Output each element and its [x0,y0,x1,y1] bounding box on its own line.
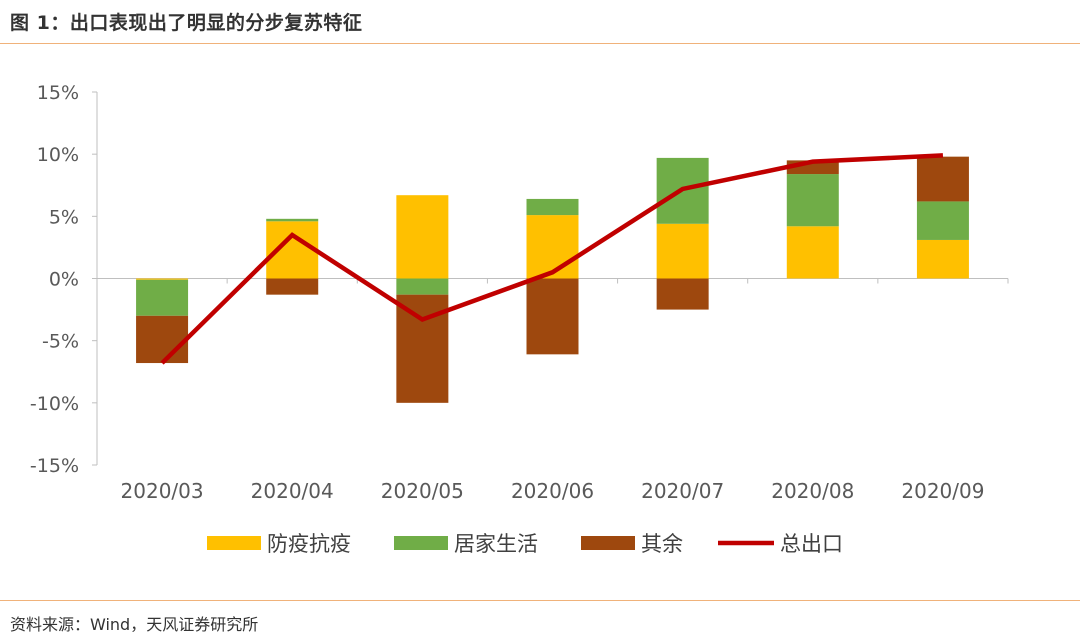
bar-segment [136,278,189,280]
x-tick-label: 2020/06 [511,479,594,503]
legend-label: 居家生活 [454,532,538,556]
x-tick-label: 2020/09 [901,479,984,503]
x-axis: 2020/03 2020/04 2020/05 2020/06 2020/07 2020/… [96,278,1009,503]
y-tick-label: 15% [37,82,79,104]
x-tick-label: 2020/03 [121,479,204,503]
bar-segment [656,223,709,279]
bar-segment [916,239,969,279]
bar-segment [916,201,969,240]
y-axis: 15% 10% 5% 0% -5% -10% -15% [30,82,98,477]
bar-segment [396,278,449,295]
bar-segment [526,215,579,279]
y-tick-label: -5% [42,331,79,353]
legend-label: 防疫抗疫 [267,532,351,556]
bar-segment [916,156,969,202]
y-tick-label: -15% [30,455,79,477]
x-tick-label: 2020/05 [381,479,464,503]
bar-segment [526,278,579,355]
y-tick-label: -10% [30,393,79,415]
bar-segment [656,278,709,310]
legend-label: 其余 [641,532,683,556]
bar-segment [396,195,449,279]
y-tick-label: 5% [49,206,79,228]
y-tick-label: 10% [37,144,79,166]
bar-segment [266,218,319,222]
line-series [160,153,944,365]
legend-swatch [394,536,448,550]
bar-segment [136,279,189,316]
footer-divider [0,600,1080,601]
x-tick-label: 2020/04 [251,479,334,503]
x-tick-label: 2020/07 [641,479,724,503]
y-tick-label: 0% [49,269,79,291]
bar-segment [136,315,189,364]
legend-swatch [581,536,635,550]
bar-series [136,156,969,403]
total-export-line [160,153,944,365]
bar-segment [786,174,839,227]
legend-label: 总出口 [780,532,843,556]
legend: 防疫抗疫 居家生活 其余 总出口 [207,532,843,556]
bar-segment [786,226,839,279]
source-note: 资料来源：Wind，天风证券研究所 [10,615,259,634]
stacked-bar-line-chart: 15%10%5%0%-5%-10%-15% 2020/03 2020/04 2020… [30,82,1009,556]
bar-segment [266,278,319,295]
figure-title: 图 1：出口表现出了明显的分步复苏特征 [10,12,363,34]
bar-segment [526,198,579,216]
legend-swatch [207,536,261,550]
x-tick-label: 2020/08 [771,479,854,503]
title-divider [0,43,1080,44]
